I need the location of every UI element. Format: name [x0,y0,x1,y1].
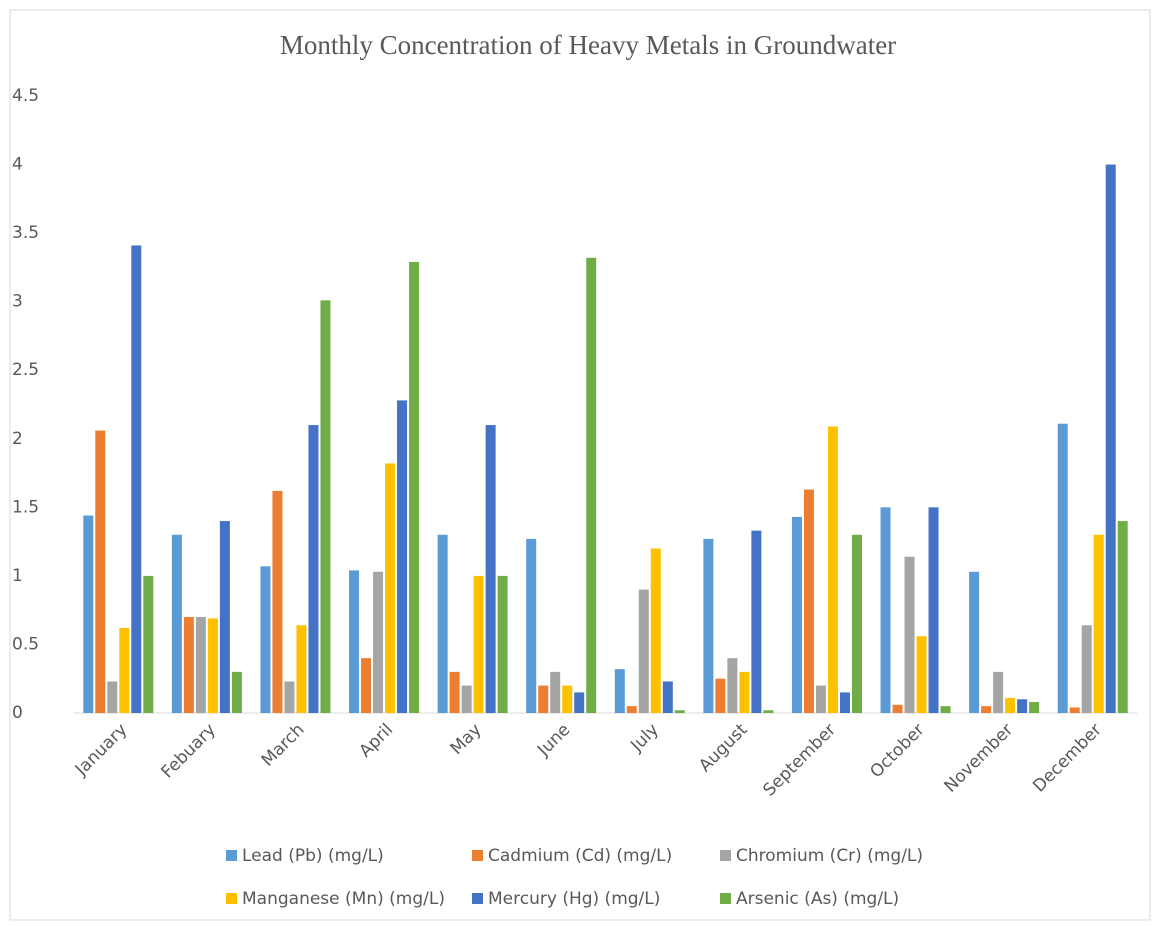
bar [320,300,331,713]
bar [981,706,992,713]
bar [791,516,802,713]
bar [183,617,194,713]
legend-label: Chromium (Cr) (mg/L) [736,846,923,866]
bar [969,571,980,713]
bar [397,400,408,713]
bar [1105,164,1116,714]
bar [562,685,573,713]
bar [940,706,951,713]
bar [409,261,420,713]
bar [296,625,307,713]
bar [231,671,242,713]
chart-title: Monthly Concentration of Heavy Metals in… [280,30,896,60]
bar [892,704,903,713]
bar [803,489,814,713]
bar [650,548,661,713]
y-tick-label: 1.5 [12,497,39,517]
bar [815,685,826,713]
legend-label: Arsenic (As) (mg/L) [736,889,899,909]
bar [586,257,597,713]
bar [526,538,537,713]
legend-label: Cadmium (Cd) (mg/L) [488,846,672,866]
legend-label: Manganese (Mn) (mg/L) [242,889,445,909]
bar [461,685,472,713]
bar [219,521,230,713]
bar [373,571,384,713]
bar [107,681,118,713]
bar [763,710,774,713]
bar [1093,534,1104,713]
bar [449,671,460,713]
bar [361,658,372,713]
bar [1081,625,1092,713]
legend-swatch [226,850,237,861]
bar [143,575,154,713]
legend-label: Mercury (Hg) (mg/L) [488,889,660,909]
bar [715,678,726,713]
bar [437,534,448,713]
bar [993,671,1004,713]
bar [272,490,283,713]
bar [614,669,625,713]
bar [916,636,927,713]
legend-swatch [472,893,483,904]
bar [662,681,673,713]
y-tick-label: 0 [12,703,23,723]
legend-label: Lead (Pb) (mg/L) [242,846,384,866]
y-tick-label: 2 [12,429,23,449]
bar [626,706,637,713]
bar [703,538,714,713]
y-tick-label: 0.5 [12,634,39,654]
bar [839,692,850,713]
y-tick-label: 3.5 [12,223,39,243]
bar [308,425,319,713]
bar [538,685,549,713]
bar [739,671,750,713]
bar [95,430,106,713]
y-tick-label: 4.5 [12,86,39,106]
y-tick-label: 2.5 [12,360,39,380]
bar [574,692,585,713]
bar [349,570,360,713]
bar [473,575,484,713]
bar [851,534,862,713]
bar [485,425,496,713]
legend-swatch [720,850,731,861]
bar [1029,702,1040,713]
legend-swatch [226,893,237,904]
bar [550,671,561,713]
chart-frame [9,9,1151,921]
bar [284,681,295,713]
bar [171,534,182,713]
bar [119,627,130,713]
bar [880,507,891,713]
bar [928,507,939,713]
bar [83,515,94,713]
bar [904,556,915,713]
bar [385,463,396,713]
bar [131,245,142,713]
bar [260,566,271,713]
bar [207,618,218,713]
y-tick-label: 3 [12,292,23,312]
bar [1005,697,1016,713]
bar [727,658,738,713]
bar [1117,521,1128,713]
bar [638,589,649,713]
bar [751,530,762,713]
bar [674,710,685,713]
y-tick-label: 4 [12,155,23,175]
bar [497,575,508,713]
bar [195,617,206,713]
bar [827,426,838,713]
bar [1017,699,1028,713]
bar [1069,707,1080,713]
legend-swatch [720,893,731,904]
legend-swatch [472,850,483,861]
bar [1057,423,1068,713]
y-tick-label: 1 [12,566,23,586]
